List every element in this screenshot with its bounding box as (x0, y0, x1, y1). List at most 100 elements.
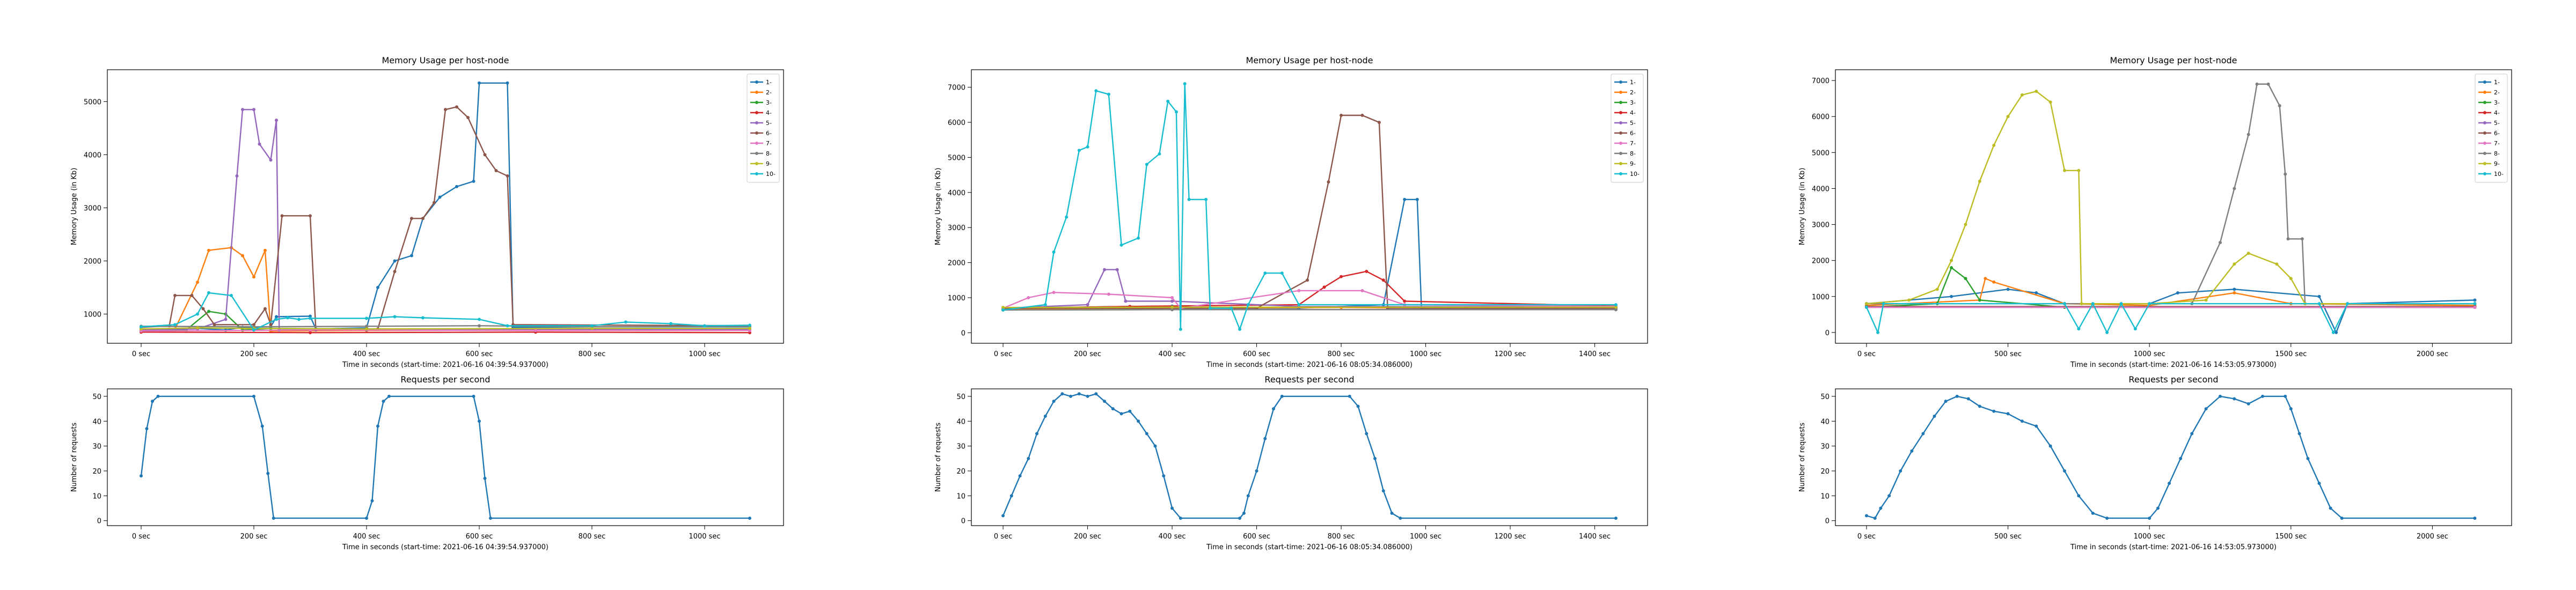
data-point (1027, 296, 1030, 299)
series-line-9 (141, 327, 750, 330)
x-tick-label: 0 sec (132, 533, 150, 541)
data-point (1263, 437, 1267, 440)
data-point (1933, 415, 1936, 418)
chart-title: Requests per second (400, 374, 490, 385)
data-point (297, 318, 301, 321)
data-point (1001, 308, 1005, 312)
data-point (506, 174, 509, 178)
x-tick-label: 2000 sec (2417, 350, 2448, 358)
data-point (2133, 327, 2137, 331)
data-point (1103, 268, 1107, 271)
x-tick-label: 0 sec (994, 350, 1012, 358)
legend-marker (1619, 152, 1622, 155)
y-tick-label: 30 (956, 443, 965, 451)
y-tick-label: 50 (956, 393, 965, 401)
data-point (1077, 149, 1081, 152)
data-point (252, 328, 255, 332)
x-tick-label: 200 sec (240, 533, 268, 541)
y-tick-label: 30 (1820, 443, 1829, 451)
x-tick-label: 600 sec (1243, 350, 1270, 358)
legend-marker (755, 142, 758, 145)
x-tick-label: 400 sec (353, 533, 380, 541)
legend-marker (1619, 142, 1622, 145)
data-point (1978, 298, 1981, 302)
legend-marker (755, 162, 758, 165)
series-line-2 (1866, 278, 2475, 306)
data-point (1381, 489, 1385, 493)
x-tick-label: 600 sec (466, 533, 493, 541)
x-tick-label: 800 sec (1328, 533, 1355, 541)
data-point (1921, 432, 1925, 436)
data-point (2306, 456, 2310, 460)
data-point (213, 323, 216, 327)
data-point (472, 179, 475, 183)
y-tick-label: 40 (1820, 418, 1829, 426)
data-point (1381, 278, 1385, 282)
legend-box (747, 73, 780, 183)
data-point (230, 293, 233, 297)
series-line-1 (1002, 393, 1616, 519)
x-tick-label: 200 sec (1074, 533, 1101, 541)
data-point (2278, 104, 2281, 108)
data-point (1179, 327, 1182, 331)
legend-label: 9- (2494, 160, 2500, 167)
data-point (156, 394, 160, 398)
data-point (2473, 517, 2477, 520)
x-tick-label: 1000 sec (2134, 533, 2165, 541)
data-point (275, 318, 278, 321)
data-point (1060, 392, 1064, 396)
legend-marker (755, 91, 758, 94)
data-point (376, 424, 379, 428)
y-tick-label: 0 (1825, 518, 1829, 526)
y-tick-label: 20 (956, 468, 965, 476)
x-tick-label: 200 sec (1074, 350, 1101, 358)
series-line-6 (1003, 114, 1616, 309)
data-point (196, 281, 199, 284)
legend-label: 2- (1630, 89, 1636, 96)
x-tick-label: 1400 sec (1579, 533, 1611, 541)
series-line-8 (1003, 309, 1616, 311)
legend-marker (2483, 111, 2486, 114)
data-point (2035, 90, 2038, 93)
data-point (2334, 330, 2338, 334)
data-point (1255, 469, 1258, 473)
legend-label: 2- (2494, 89, 2500, 96)
data-point (1882, 302, 1885, 306)
x-axis-label: Time in seconds (start-time: 2021-06-16 … (2070, 543, 2277, 551)
legend-label: 1- (2494, 79, 2500, 86)
data-point (1103, 400, 1107, 403)
data-point (266, 471, 270, 475)
y-tick-label: 7000 (1812, 77, 1829, 85)
series-line-10 (141, 292, 750, 331)
data-point (506, 81, 509, 85)
x-tick-label: 400 sec (1159, 533, 1186, 541)
data-point (264, 248, 267, 252)
data-point (1978, 180, 1981, 183)
legend-marker (2483, 131, 2486, 135)
data-point (2179, 456, 2183, 460)
data-point (433, 201, 436, 204)
data-point (1955, 394, 1959, 398)
legend-label: 10- (766, 171, 775, 178)
data-point (1170, 296, 1174, 299)
data-point (1899, 469, 1902, 473)
data-point (2289, 407, 2293, 411)
data-point (1950, 259, 1953, 262)
data-point (1107, 292, 1110, 296)
x-axis-label: Time in seconds (start-time: 2021-06-16 … (342, 543, 548, 551)
data-point (207, 309, 210, 313)
data-point (365, 324, 368, 328)
data-point (2246, 252, 2250, 255)
data-point (1944, 400, 1948, 403)
data-point (1137, 419, 1140, 423)
data-point (2473, 305, 2477, 309)
data-point (2105, 517, 2109, 520)
data-point (590, 327, 594, 330)
data-point (410, 254, 413, 257)
data-point (1158, 152, 1161, 156)
data-point (2289, 277, 2293, 281)
legend-marker (755, 121, 758, 124)
data-point (1230, 306, 1233, 310)
data-point (1864, 514, 1868, 518)
